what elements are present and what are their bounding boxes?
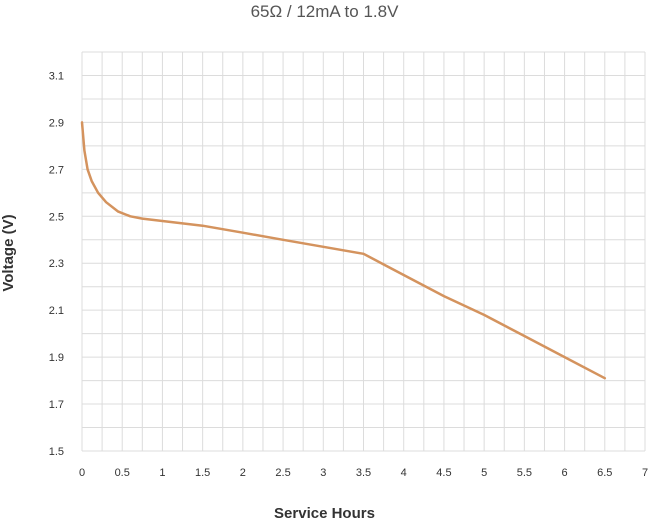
y-tick-label: 2.1 [49,305,64,317]
x-tick-label: 4.5 [436,467,451,479]
x-tick-label: 5 [481,467,487,479]
x-tick-label: 5.5 [517,467,532,479]
series-group [80,121,607,380]
y-tick-label: 2.9 [49,117,64,129]
x-tick-label: 3.5 [356,467,371,479]
x-tick-label: 2.5 [275,467,290,479]
x-tick-label: 3 [320,467,326,479]
y-tick-label: 2.3 [49,258,64,270]
x-tick-label: 4 [401,467,407,479]
x-axis-label: Service Hours [274,505,375,522]
y-tick-label: 2.5 [49,211,64,223]
x-tick-label: 6.5 [597,467,612,479]
x-tick-label: 1 [159,467,165,479]
y-tick-label: 1.9 [49,352,64,364]
x-tick-labels: 0 0.5 1 1.5 2 2.5 3 3.5 4 4.5 5 5.5 6 6.5 7 [79,467,648,479]
x-tick-label: 6 [562,467,568,479]
x-tick-label: 0.5 [115,467,130,479]
series-line [80,121,607,380]
y-tick-label: 2.7 [49,164,64,176]
chart-title: 65Ω / 12mA to 1.8V [250,2,399,21]
x-tick-label: 2 [240,467,246,479]
vertical-grid [81,52,646,451]
x-tick-label: 1.5 [195,467,210,479]
y-tick-label: 1.5 [49,446,64,458]
y-tick-labels: 1.5 1.7 1.9 2.1 2.3 2.5 2.7 2.9 3.1 [49,70,64,458]
y-axis-label: Voltage (V) [0,214,17,292]
x-tick-label: 7 [642,467,648,479]
y-tick-label: 3.1 [49,70,64,82]
horizontal-grid [82,51,645,452]
y-tick-label: 1.7 [49,399,64,411]
x-tick-label: 0 [79,467,85,479]
